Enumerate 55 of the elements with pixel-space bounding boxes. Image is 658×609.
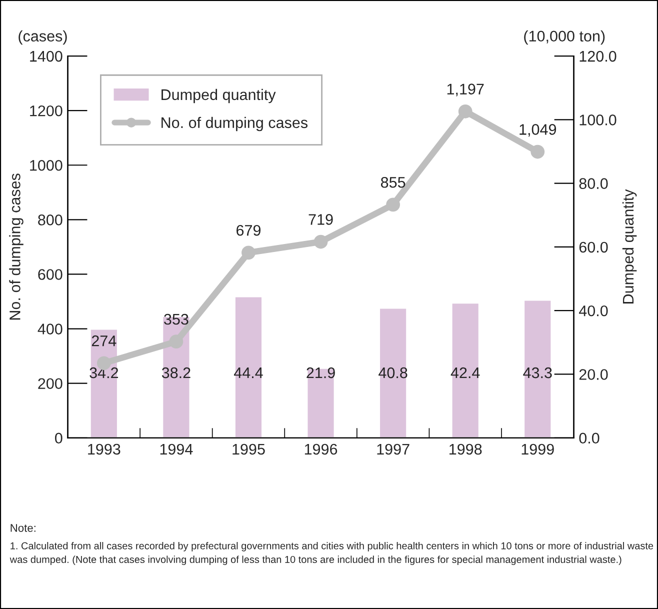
x-tick-label: 1994 — [160, 444, 193, 455]
data-label: 274 — [92, 335, 116, 346]
text: (cases) — [18, 30, 67, 45]
legend-label: No. of dumping cases — [162, 116, 308, 132]
text: 1. Calculated from all cases recorded by prefectural governments and cities with public health centers in which 10 tons or more of industrial waste was dumped. (Note that cases involving dumping of less than 10 tons are included in the figures for special management industrial waste.) — [10, 542, 654, 565]
data-label: 38.2 — [162, 367, 190, 378]
bar — [306, 367, 336, 438]
y2-axis-title: Dumped quantity — [622, 189, 637, 304]
y-tick-label: 600 — [38, 269, 62, 280]
y2-tick-label: 40.0 — [578, 305, 608, 316]
y-tick-label: 0 — [55, 432, 62, 444]
y-tick-label: 800 — [38, 214, 62, 226]
x-tick-label: 1993 — [88, 444, 120, 455]
text: Note: — [10, 524, 36, 532]
x-tick-label: 1996 — [304, 444, 338, 455]
x-tick-label: 1998 — [450, 444, 482, 455]
text: (10,000 ton) — [524, 30, 605, 45]
y2-tick-label: 120.0 — [580, 50, 616, 62]
legend-label: Dumped quantity — [162, 88, 276, 104]
bar — [89, 328, 118, 438]
y-tick-label: 1200 — [30, 105, 62, 116]
point — [530, 144, 545, 159]
data-label: 42.4 — [450, 367, 480, 378]
data-label: 719 — [308, 214, 333, 225]
bar — [234, 296, 263, 438]
bar — [378, 307, 408, 438]
data-label: 855 — [380, 176, 406, 188]
y-tick-label: 200 — [38, 378, 62, 390]
data-label: 679 — [236, 224, 261, 236]
data-label: 1,197 — [447, 84, 484, 96]
data-label: 1,049 — [520, 124, 556, 137]
data-label: 44.4 — [234, 368, 263, 378]
point — [314, 234, 328, 249]
x-tick-label: 1999 — [522, 444, 554, 455]
y2-tick-label: 0.0 — [579, 432, 600, 444]
y-axis-title: No. of dumping cases — [9, 174, 24, 320]
point — [386, 198, 400, 212]
point — [169, 334, 184, 349]
data-label: 40.8 — [378, 367, 408, 378]
bar — [450, 302, 480, 438]
y-tick-label: 1000 — [30, 160, 62, 171]
data-label: 43.3 — [523, 367, 552, 378]
y2-tick-label: 80.0 — [579, 178, 608, 189]
y2-tick-label: 60.0 — [579, 242, 608, 253]
data-label: 21.9 — [306, 367, 335, 378]
bar — [523, 299, 552, 438]
x-tick-label: 1995 — [232, 444, 265, 455]
x-tick-label: 1997 — [377, 444, 410, 455]
y-tick-label: 1400 — [30, 50, 62, 62]
data-label: 353 — [164, 314, 188, 325]
point — [458, 104, 472, 118]
y2-tick-label: 20.0 — [579, 369, 608, 380]
y2-tick-label: 100.0 — [580, 114, 616, 126]
point — [242, 246, 256, 260]
y-tick-label: 400 — [38, 324, 62, 334]
